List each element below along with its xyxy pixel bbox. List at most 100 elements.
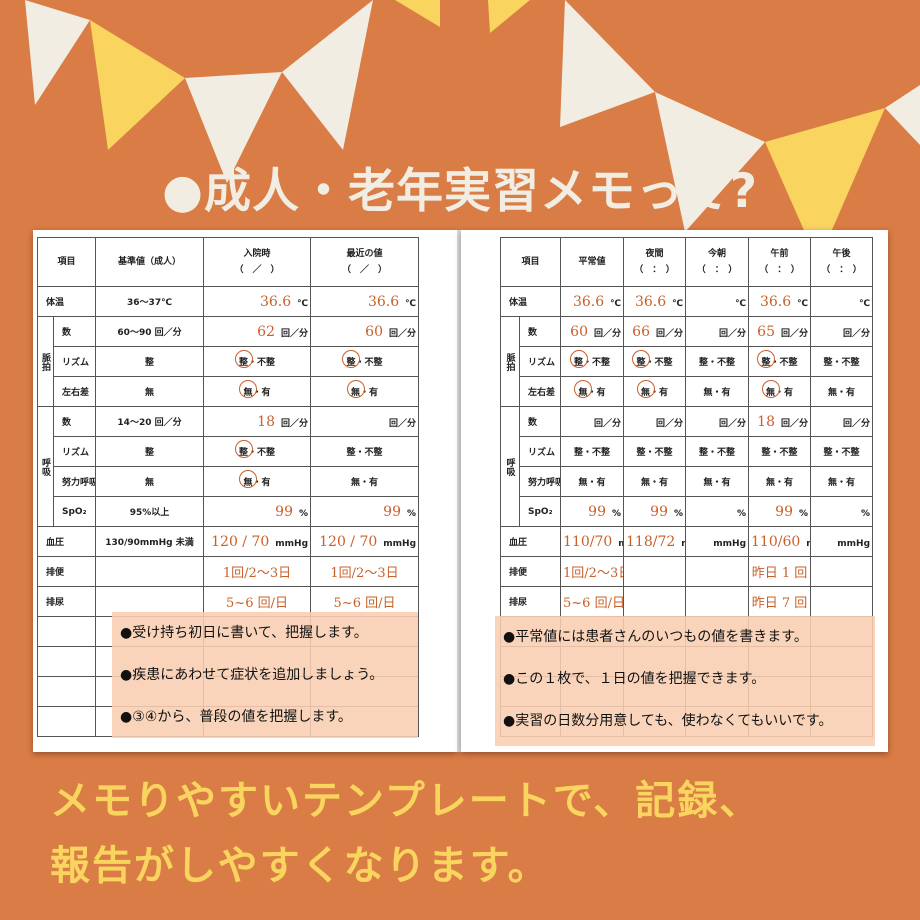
column-header-label: 入院時 <box>243 249 271 259</box>
circled-option: 無 <box>574 380 593 398</box>
row-label: 数 <box>518 316 562 347</box>
table-cell: 18 回／分 <box>203 406 312 437</box>
unit-label: mmHg <box>618 539 622 549</box>
unit-label: % <box>860 508 871 519</box>
choice-separator: ・ <box>775 388 785 398</box>
table-cell: 36.6 ℃ <box>560 286 625 317</box>
choice-separator: ・ <box>355 448 365 458</box>
table-cell: 36.6 ℃ <box>748 286 812 317</box>
column-header: 最近の値 （ ／ ） <box>310 237 420 287</box>
cell-text: 整 <box>145 358 155 368</box>
circled-option: 無 <box>346 380 366 398</box>
choice-separator: ・ <box>355 358 365 368</box>
choice-options: 整・不整 <box>699 358 735 368</box>
table-cell: 60～90 回／分 <box>95 316 205 347</box>
note-line: ●受け持ち初日に書いて、把握します。 <box>120 625 368 641</box>
table-cell: 無・有 <box>685 376 750 407</box>
choice-option: 無 <box>765 478 775 488</box>
choice-option: 有 <box>846 388 856 398</box>
choice-option: 整 <box>346 448 356 458</box>
table-cell: ℃ <box>685 286 750 317</box>
unit-label: 回／分 <box>843 418 871 429</box>
table-cell: 99% <box>623 496 687 527</box>
row-label: 数 <box>518 406 562 437</box>
table-cell: 無・有 <box>685 466 750 497</box>
cell-text: 36～37℃ <box>127 298 172 308</box>
table-cell: 無・有 <box>203 376 312 407</box>
unit-label: % <box>798 508 809 519</box>
header-row: 項目 平常値 夜間 （ ： ） 今朝 （ ： ） 午前 （ ： ） 午後 （ ： ） <box>499 237 874 287</box>
table-cell: 整・不整 <box>685 346 750 377</box>
table-row: 排尿 5~6 回/日 昨日 7 回 <box>499 586 874 617</box>
choice-option: 不整 <box>654 358 673 368</box>
choice-options: 整・不整 <box>342 350 383 368</box>
choice-option: 有 <box>659 478 669 488</box>
note-line: ●疾患にあわせて症状を追加しましょう。 <box>120 667 384 683</box>
unit-label: 回／分 <box>389 328 417 339</box>
choice-separator: ・ <box>248 448 258 458</box>
table-cell: 整・不整 <box>203 346 312 377</box>
row-label: リズム <box>52 436 97 467</box>
table-cell: 整・不整 <box>748 436 812 467</box>
choice-option: 有 <box>596 478 606 488</box>
caption-line-2: 報告がしやすくなります。 <box>50 843 550 889</box>
table-cell: 無・有 <box>748 376 812 407</box>
column-header-time: （ ： ） <box>634 265 675 275</box>
choice-option: 有 <box>846 478 856 488</box>
note-box-left: ●受け持ち初日に書いて、把握します。 ●疾患にあわせて症状を追加しましょう。 ●… <box>112 612 418 738</box>
table-cell: 無・有 <box>310 376 420 407</box>
handwritten-value: 99 <box>383 503 401 520</box>
choice-option: 有 <box>659 388 669 398</box>
choice-options: 整・不整 <box>234 350 276 368</box>
handwritten-value: 60 <box>570 323 588 340</box>
row-label: 排尿 <box>36 586 97 617</box>
choice-separator: ・ <box>360 478 370 488</box>
table-cell <box>623 556 687 587</box>
table-cell: 回／分 <box>623 406 687 437</box>
handwritten-value: 65 <box>757 323 775 340</box>
choice-option: 不整 <box>364 358 383 368</box>
choice-options: 無・有 <box>828 388 855 398</box>
unit-label: ℃ <box>672 298 684 309</box>
memo-sheet-adult: 項目 基準値（成人） 入院時（ ／ ）最近の値（ ／ ）体温 36～37℃ 36.6 ℃ 3… <box>33 230 457 752</box>
table-cell: 無・有 <box>623 376 687 407</box>
choice-option: 有 <box>261 388 271 398</box>
choice-option: 不整 <box>364 448 383 458</box>
unit-label: mmHg <box>837 538 871 549</box>
column-header-label: 項目 <box>57 257 76 267</box>
choice-option: 不整 <box>779 358 798 368</box>
table-cell <box>810 556 874 587</box>
choice-option: 整 <box>573 448 583 458</box>
unit-label: % <box>673 508 684 519</box>
row-label: 左右差 <box>518 376 562 407</box>
table-cell: 整・不整 <box>810 346 874 377</box>
unit-label: 回／分 <box>656 328 684 339</box>
table-row: リズム整整・不整 整・不整 <box>38 346 420 377</box>
table-cell: 整・不整 <box>623 346 687 377</box>
choice-option: 有 <box>721 388 731 398</box>
table-cell: 60 回／分 <box>310 316 420 347</box>
choice-options: 無・有 <box>578 478 605 488</box>
choice-separator: ・ <box>583 358 593 368</box>
choice-options: 無・有 <box>636 380 669 398</box>
choice-options: 整・不整 <box>761 448 797 458</box>
table-cell: 99% <box>560 496 625 527</box>
row-label <box>36 616 97 647</box>
row-label: リズム <box>518 346 562 377</box>
table-cell <box>95 556 205 587</box>
choice-options: 整・不整 <box>234 440 275 458</box>
choice-option: 不整 <box>841 448 860 458</box>
table-cell: 99% <box>203 496 312 527</box>
column-header: 平常値 <box>560 237 625 287</box>
table-cell: 無・有 <box>748 466 812 497</box>
column-header: 基準値（成人） <box>95 237 205 287</box>
cell-text: 60～90 回／分 <box>117 328 182 338</box>
choice-option: 不整 <box>257 358 276 368</box>
row-label <box>36 676 97 707</box>
table-cell: 99% <box>748 496 812 527</box>
choice-option: 無 <box>640 478 650 488</box>
circled-option: 整 <box>234 440 254 458</box>
unit-label: 回／分 <box>843 328 871 339</box>
column-header: 午前 （ ： ） <box>748 237 812 287</box>
